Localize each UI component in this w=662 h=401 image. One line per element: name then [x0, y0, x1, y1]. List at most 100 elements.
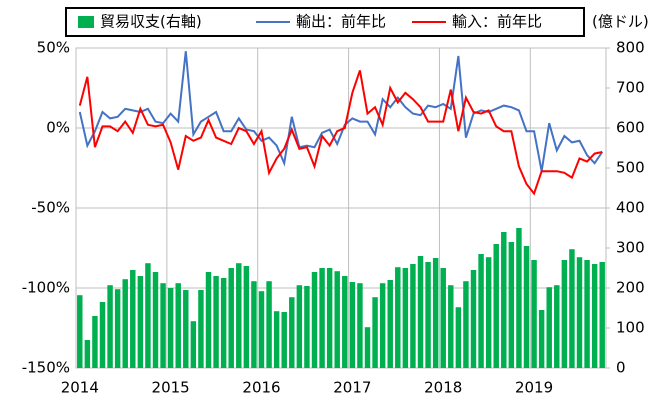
line [78, 51, 604, 172]
y2-tick-label: 600 [616, 119, 645, 137]
bar [266, 281, 272, 368]
bar [554, 285, 560, 368]
bar [485, 257, 492, 368]
bar [167, 288, 174, 368]
bar [342, 276, 348, 368]
bar [417, 256, 424, 368]
bar [508, 242, 515, 368]
bar [576, 257, 583, 368]
bar [258, 291, 265, 368]
bar [334, 271, 340, 368]
bar [190, 321, 197, 368]
bar [591, 264, 598, 368]
bar [531, 260, 537, 368]
x-tick-label: 2017 [333, 379, 371, 397]
legend-label: 輸入：前年比 [452, 13, 542, 31]
line [78, 70, 603, 196]
y2-tick-label: 700 [616, 79, 645, 97]
bar [493, 244, 499, 368]
bar [584, 260, 590, 368]
bar [175, 283, 181, 368]
bar [516, 228, 522, 368]
bar [349, 282, 356, 368]
bar [77, 295, 83, 368]
x-tick-label: 2019 [515, 379, 553, 397]
bar [364, 327, 371, 368]
y2-tick-label: 200 [616, 279, 645, 297]
bar [205, 272, 212, 368]
bar [432, 258, 439, 368]
bar [236, 263, 242, 368]
bar [296, 285, 303, 368]
bar [478, 254, 484, 368]
y2-tick-label: 0 [616, 359, 626, 377]
y-tick-label: 50% [37, 39, 70, 57]
bar [198, 290, 204, 368]
bar [273, 311, 280, 368]
bar [569, 249, 575, 368]
bar [289, 297, 295, 368]
legend-swatch [78, 16, 94, 28]
bar [410, 264, 416, 368]
bar [92, 316, 98, 368]
bar [311, 272, 318, 368]
y2-tick-label: 800 [616, 39, 645, 57]
bar [546, 287, 552, 368]
legend-label: 貿易収支(右軸) [100, 13, 202, 31]
bar [455, 307, 462, 368]
bar [251, 281, 257, 368]
bar [281, 312, 287, 368]
bar [501, 232, 507, 368]
y-tick-label: -100% [22, 279, 70, 297]
y-tick-label: -150% [22, 359, 70, 377]
bar [137, 276, 144, 368]
y-tick-label: -50% [31, 199, 70, 217]
legend-label: 輸出：前年比 [296, 13, 386, 31]
bar [304, 286, 310, 368]
bar [599, 262, 605, 368]
bar [220, 278, 227, 368]
bar [145, 263, 151, 368]
y2-tick-label: 500 [616, 159, 645, 177]
bar [561, 260, 568, 368]
x-tick-label: 2015 [152, 379, 190, 397]
bar [183, 290, 189, 368]
y2-tick-label: 400 [616, 199, 645, 217]
bar [130, 270, 136, 368]
bar [402, 268, 409, 368]
bar [122, 279, 128, 368]
y2-axis-label: (億ドル) [592, 13, 649, 31]
bar [152, 272, 159, 368]
plot-border [75, 47, 607, 369]
y-tick-label: 0% [46, 119, 70, 137]
bar [372, 297, 378, 368]
bar [440, 268, 446, 368]
bar [387, 280, 393, 368]
bar [228, 268, 234, 368]
bar [448, 285, 454, 368]
bar [213, 276, 219, 368]
x-tick-label: 2016 [242, 379, 280, 397]
bar [357, 283, 363, 368]
bar [160, 283, 166, 368]
bar [463, 281, 469, 368]
legend-box [65, 7, 585, 37]
bar [470, 270, 477, 368]
bar [99, 302, 106, 368]
bar [326, 268, 333, 368]
bar [243, 266, 250, 368]
bar [114, 289, 121, 368]
bar [379, 283, 386, 368]
bar [538, 310, 545, 368]
bar [319, 268, 325, 368]
bar [425, 262, 431, 368]
bar [84, 340, 91, 368]
y2-tick-label: 100 [616, 319, 645, 337]
bar [107, 285, 113, 368]
x-tick-label: 2018 [424, 379, 462, 397]
bar [523, 246, 530, 368]
bar [395, 267, 401, 368]
x-tick-label: 2014 [61, 379, 99, 397]
y2-tick-label: 300 [616, 239, 645, 257]
